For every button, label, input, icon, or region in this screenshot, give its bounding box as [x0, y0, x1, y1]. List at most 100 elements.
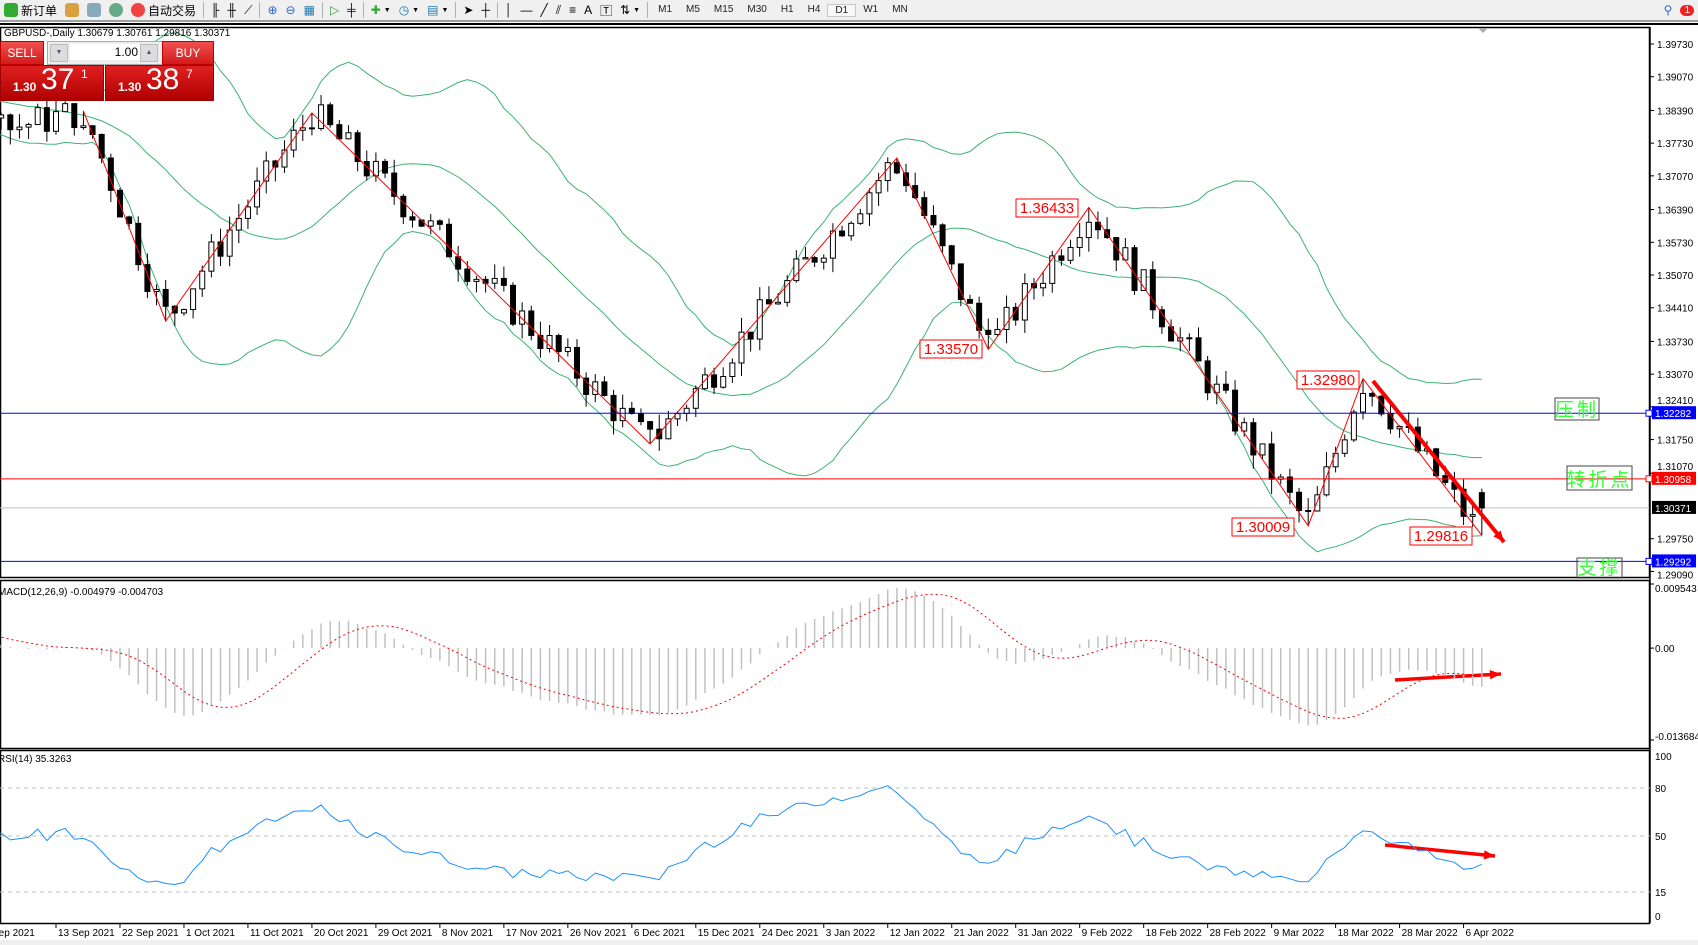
zoom-in-icon: ⊕: [267, 3, 278, 17]
shift-button[interactable]: ╪: [343, 1, 360, 19]
candle: [720, 367, 727, 389]
timeframe-d1[interactable]: D1: [827, 3, 857, 17]
candle-body: [217, 241, 224, 257]
candle: [1076, 223, 1083, 257]
candle-body: [848, 222, 855, 237]
timeframe-m5[interactable]: M5: [686, 3, 700, 15]
increase-lots-button[interactable]: ▲: [140, 44, 158, 62]
candle: [281, 140, 288, 173]
auto-trading-button[interactable]: 自动交易: [127, 1, 200, 19]
line-handle: [1645, 557, 1653, 565]
new-order-button[interactable]: 新订单: [0, 1, 61, 19]
candle: [994, 318, 1001, 336]
terminal-button[interactable]: [83, 1, 105, 19]
candle-body: [1332, 452, 1339, 468]
sell-price-button[interactable]: 1.30 37 1: [0, 63, 104, 101]
fibonacci-button[interactable]: ≡: [565, 1, 580, 19]
candle-body: [80, 125, 87, 129]
template-icon: ▤: [427, 3, 439, 17]
candle-body: [637, 413, 644, 423]
candle: [738, 317, 745, 376]
candle-chart-button[interactable]: ╫: [224, 1, 241, 19]
candle: [820, 254, 827, 270]
decrease-lots-button[interactable]: ▼: [50, 44, 68, 62]
cursor-button[interactable]: ➤: [459, 1, 477, 19]
candle: [354, 130, 361, 172]
horizontal-line-button[interactable]: —: [516, 1, 536, 19]
buy-button[interactable]: BUY: [162, 41, 214, 65]
timeframe-h1[interactable]: H1: [780, 3, 794, 15]
candle: [893, 158, 900, 175]
timeframe-h4[interactable]: H4: [807, 3, 821, 15]
current-price-tag: [1652, 500, 1696, 514]
candle-body: [747, 331, 754, 340]
candle-body: [903, 172, 910, 187]
candle: [473, 275, 480, 293]
candle: [967, 294, 973, 304]
text-label-button[interactable]: 🅃: [596, 1, 616, 19]
zoom-out-button[interactable]: ⊖: [282, 1, 300, 19]
signals-button[interactable]: [105, 1, 127, 19]
candle-body: [180, 309, 187, 314]
indicators-button[interactable]: ✚ ▼: [367, 1, 395, 19]
candle-body: [71, 103, 78, 129]
zoom-in-button[interactable]: ⊕: [263, 1, 281, 19]
arrow-shaft: [1371, 379, 1506, 544]
divider: [321, 2, 323, 18]
line-chart-button[interactable]: ⟋: [240, 1, 256, 19]
tag-text: 1.30958: [1655, 475, 1692, 486]
candle-body: [327, 104, 334, 126]
notifications-button[interactable]: 1: [1676, 1, 1698, 19]
candle-body: [455, 256, 462, 270]
trendline-button[interactable]: ╱: [536, 1, 551, 19]
timeframe-w1[interactable]: W1: [863, 3, 879, 15]
candle: [43, 97, 50, 142]
candle-body: [665, 418, 672, 440]
candle: [235, 204, 242, 244]
candle: [1259, 443, 1266, 460]
candle-body: [199, 270, 206, 290]
sell-button[interactable]: SELL: [0, 41, 44, 65]
label-box: [1015, 198, 1079, 218]
history-button[interactable]: [61, 1, 83, 19]
timeframe-bar: M1 M5 M15 M30 H1 H4 D1 W1 MN: [651, 3, 915, 17]
time-axis-label: 24 Dec 2021: [762, 928, 819, 939]
buy-price-button[interactable]: 1.30 38 7: [105, 63, 214, 101]
lot-size-input[interactable]: 1.00: [70, 44, 140, 60]
candle-body: [1140, 269, 1147, 291]
timeframe-m15[interactable]: M15: [713, 3, 734, 15]
candle-body: [1268, 443, 1275, 480]
scroll-button[interactable]: ▷: [326, 1, 343, 19]
templates-button[interactable]: ▤ ▼: [423, 1, 452, 19]
candle: [135, 216, 142, 271]
candle: [1131, 244, 1138, 295]
vertical-line-button[interactable]: │: [501, 1, 517, 19]
search-button[interactable]: ⚲: [1660, 1, 1677, 19]
lot-size-stepper[interactable]: ▼ 1.00 ▲: [47, 41, 163, 65]
candle: [500, 266, 507, 292]
timeframe-mn[interactable]: MN: [892, 3, 908, 15]
chart-window[interactable]: 1.36433 1.33570 1.30009 1.32980 1.29816 压制转折点…: [0, 22, 1698, 945]
candle-body: [738, 331, 745, 364]
tag-bg: [1652, 406, 1696, 420]
arrow-shaft: [1394, 672, 1502, 682]
candle: [318, 95, 325, 131]
timeframe-m1[interactable]: M1: [658, 3, 673, 15]
timeframe-m30[interactable]: M30: [747, 3, 767, 15]
candle-body: [1049, 255, 1056, 284]
periods-button[interactable]: ◷ ▼: [395, 1, 423, 19]
arrows-button[interactable]: ⇅ ▼: [616, 1, 644, 19]
candle: [1350, 409, 1357, 443]
channel-button[interactable]: ⫽: [552, 1, 565, 19]
text-button[interactable]: A: [580, 1, 596, 19]
tile-windows-button[interactable]: ▦: [300, 1, 319, 19]
crosshair-button[interactable]: ┼: [477, 1, 494, 19]
toolbar: 新订单 自动交易 ╟ ╫ ⟋ ⊕ ⊖ ▦ ▷ ╪ ✚ ▼ ◷ ▼ ▤ ▼ ➤ ┼ │ …: [0, 0, 1698, 22]
candle-body: [290, 129, 297, 151]
candle-body: [354, 132, 361, 163]
candle-body: [884, 162, 891, 182]
bar-chart-button[interactable]: ╟: [207, 1, 224, 19]
tag-text: 1.29292: [1655, 557, 1692, 568]
candle-body: [244, 206, 251, 219]
candle: [1232, 380, 1239, 436]
